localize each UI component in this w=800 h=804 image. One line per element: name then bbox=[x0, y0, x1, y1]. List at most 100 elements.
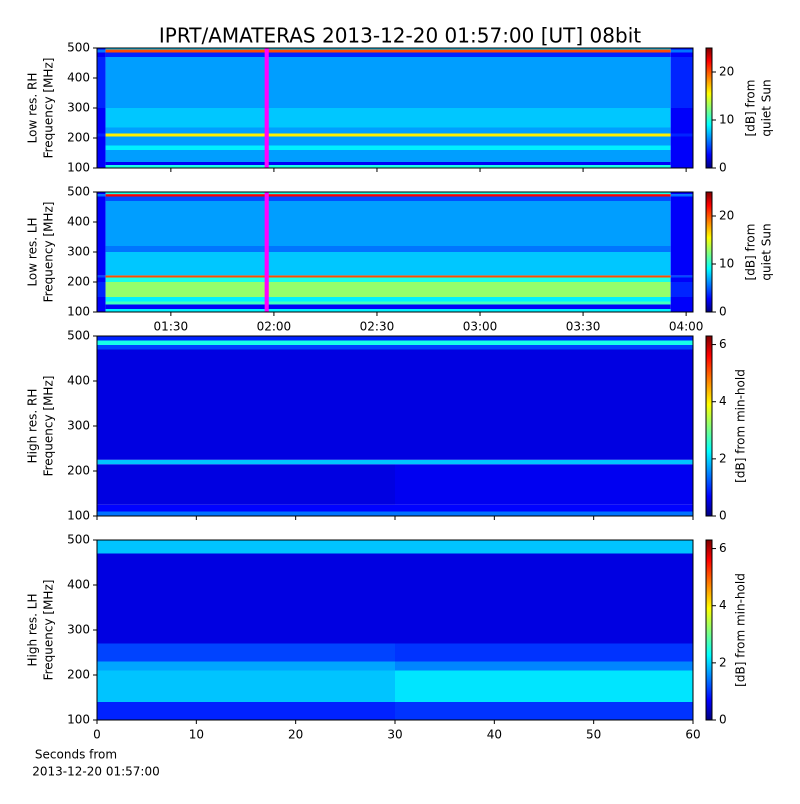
heatmap-cell bbox=[105, 49, 671, 53]
x-axis-label: 2013-12-20 01:57:00 bbox=[32, 765, 159, 779]
heatmap-cell bbox=[97, 504, 395, 512]
heatmap-cell bbox=[670, 48, 693, 50]
heatmap-cell bbox=[105, 304, 671, 309]
x-tick-label: 10 bbox=[189, 728, 204, 742]
heatmap-cell bbox=[105, 246, 671, 252]
heatmap-cell bbox=[670, 108, 693, 128]
heatmap-cell bbox=[97, 127, 106, 134]
heatmap-cell bbox=[97, 459, 395, 465]
heatmap-cell bbox=[105, 277, 671, 282]
colorbar-tick-label: 0 bbox=[719, 161, 727, 175]
colorbar bbox=[705, 47, 713, 169]
x-tick-label: 03:00 bbox=[463, 320, 498, 334]
heatmap-cell bbox=[97, 48, 106, 50]
heatmap-cell bbox=[97, 196, 106, 201]
heatmap-cell bbox=[97, 297, 106, 302]
y-tick-label: 200 bbox=[67, 275, 90, 289]
y-tick-label: 400 bbox=[67, 215, 90, 229]
y-axis-label: Frequency [MHz] bbox=[42, 58, 56, 159]
heatmap-cell bbox=[105, 145, 671, 150]
heatmap-cell bbox=[97, 246, 106, 252]
y-tick-label: 200 bbox=[67, 131, 90, 145]
y-axis-label: Low res. RH bbox=[26, 73, 40, 144]
heatmap-cell bbox=[670, 57, 693, 108]
y-tick-label: 300 bbox=[67, 623, 90, 637]
heatmap-cell bbox=[97, 464, 395, 505]
heatmap-cell bbox=[395, 511, 693, 516]
heatmap-cell bbox=[105, 201, 671, 246]
x-tick-label: 30 bbox=[387, 728, 402, 742]
colorbar-tick-label: 20 bbox=[719, 65, 734, 79]
heatmap-cell bbox=[97, 150, 106, 162]
colorbar-tick-label: 4 bbox=[719, 394, 727, 408]
heatmap-cell bbox=[670, 162, 693, 165]
colorbar bbox=[705, 539, 713, 721]
heatmap-cell bbox=[105, 192, 671, 195]
heatmap-cell bbox=[395, 504, 693, 512]
heatmap-cell bbox=[395, 553, 693, 644]
y-axis-label: Frequency [MHz] bbox=[42, 202, 56, 303]
y-axis-label: Frequency [MHz] bbox=[42, 580, 56, 681]
heatmap-cell bbox=[97, 349, 395, 460]
heatmap-cell bbox=[105, 136, 671, 146]
y-tick-label: 400 bbox=[67, 374, 90, 388]
heatmap-cell bbox=[670, 133, 693, 137]
heatmap-cell bbox=[395, 540, 693, 554]
x-tick-label: 60 bbox=[685, 728, 700, 742]
y-tick-label: 300 bbox=[67, 419, 90, 433]
heatmap-cell bbox=[395, 349, 693, 460]
heatmap-cell bbox=[670, 145, 693, 150]
heatmap-cell bbox=[97, 275, 106, 278]
heatmap-cell bbox=[97, 540, 395, 554]
heatmap-cell bbox=[97, 162, 106, 165]
heatmap-cell bbox=[670, 150, 693, 162]
heatmap-cell bbox=[105, 57, 671, 108]
heatmap-cell bbox=[670, 309, 693, 312]
heatmap-cell bbox=[97, 192, 106, 195]
heatmap-cell bbox=[97, 661, 395, 671]
heatmap-cell bbox=[395, 464, 693, 505]
colorbar-tick-label: 10 bbox=[719, 257, 734, 271]
heatmap-cell bbox=[97, 252, 106, 276]
colorbar-tick-label: 0 bbox=[719, 509, 727, 523]
heatmap-cell bbox=[105, 309, 671, 312]
heatmap-cell bbox=[395, 345, 693, 350]
heatmap-cell bbox=[97, 511, 395, 516]
heatmap-cell bbox=[105, 127, 671, 134]
heatmap-cell bbox=[670, 304, 693, 309]
heatmap-cell bbox=[97, 277, 106, 282]
y-tick-label: 100 bbox=[67, 161, 90, 175]
colorbar-tick-label: 10 bbox=[719, 113, 734, 127]
heatmap-cell bbox=[670, 127, 693, 134]
y-axis-label: Low res. LH bbox=[26, 217, 40, 286]
heatmap-cell bbox=[670, 252, 693, 276]
colorbar-tick-label: 0 bbox=[719, 713, 727, 727]
heatmap-cell bbox=[105, 150, 671, 162]
heatmap-cell bbox=[97, 133, 106, 137]
heatmap-cell bbox=[670, 277, 693, 282]
heatmap-cell bbox=[105, 108, 671, 128]
heatmap-cell bbox=[670, 246, 693, 252]
colorbar-label: quiet Sun bbox=[760, 223, 774, 280]
colorbar-tick-label: 4 bbox=[719, 598, 727, 612]
time-marker bbox=[264, 192, 269, 312]
heatmap-cell bbox=[97, 702, 395, 720]
heatmap-cell bbox=[97, 340, 395, 345]
heatmap-cell bbox=[105, 52, 671, 57]
heatmap-cell bbox=[395, 643, 693, 662]
figure-title: IPRT/AMATERAS 2013-12-20 01:57:00 [UT] 0… bbox=[159, 24, 641, 48]
colorbar-label: [dB] from min-hold bbox=[734, 369, 748, 483]
x-tick-label: 03:30 bbox=[566, 320, 601, 334]
heatmap-cell bbox=[97, 301, 106, 305]
y-tick-label: 300 bbox=[67, 101, 90, 115]
x-tick-label: 50 bbox=[586, 728, 601, 742]
heatmap-cell bbox=[97, 553, 395, 644]
heatmap-cell bbox=[670, 192, 693, 195]
heatmap-cell bbox=[670, 49, 693, 53]
heatmap-cell bbox=[97, 345, 395, 350]
y-tick-label: 100 bbox=[67, 305, 90, 319]
heatmap-cell bbox=[670, 196, 693, 201]
colorbar-label: [dB] from min-hold bbox=[734, 573, 748, 687]
colorbar-tick-label: 6 bbox=[719, 541, 727, 555]
